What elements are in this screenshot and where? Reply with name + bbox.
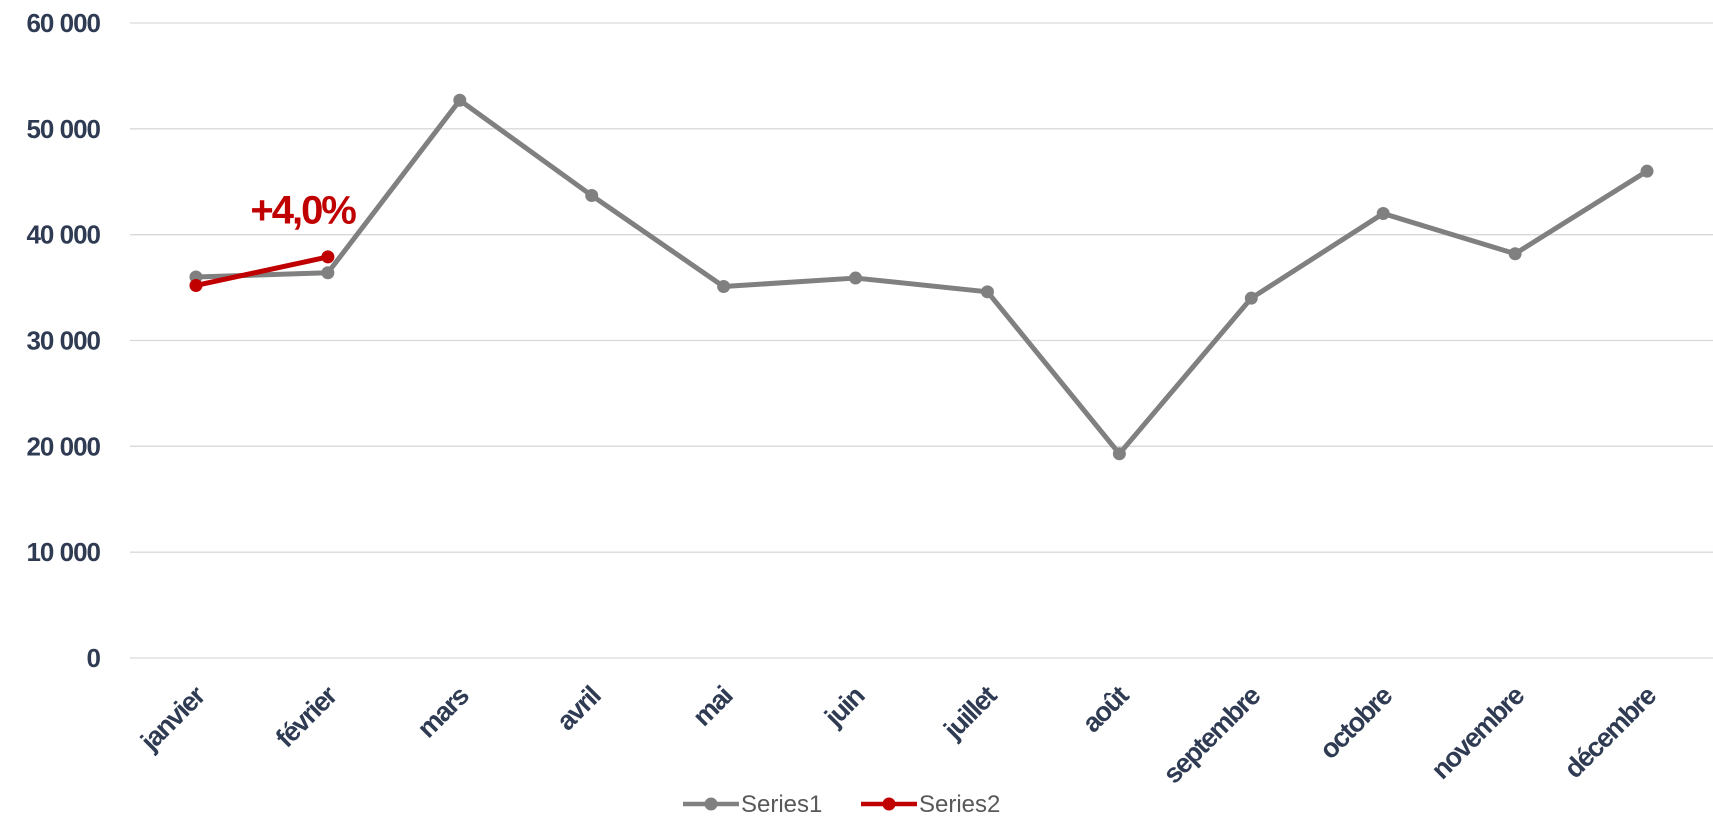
data-point (1508, 247, 1522, 261)
data-point (1640, 164, 1654, 178)
legend: Series1 Series2 (683, 791, 1000, 818)
y-tick-label: 40 000 (26, 220, 100, 250)
x-axis: janvier février mars avril mai juin juillet aoû… (134, 680, 1662, 790)
y-tick-label: 10 000 (26, 537, 100, 567)
data-point (453, 93, 467, 107)
x-tick-label: février (270, 680, 344, 754)
legend-item-series-2: Series2 (861, 791, 1000, 818)
data-point (321, 250, 335, 264)
y-tick-label: 60 000 (26, 8, 100, 38)
x-tick-label: novembre (1425, 680, 1530, 785)
x-tick-label: mai (687, 681, 738, 732)
x-tick-label: septembre (1157, 680, 1266, 789)
data-point (189, 278, 203, 292)
series-layer (189, 93, 1654, 461)
data-point (1376, 207, 1390, 220)
y-tick-label: 0 (87, 643, 101, 673)
annotation-label: +4,0% (250, 189, 356, 233)
x-tick-label: janvier (134, 680, 211, 757)
x-tick-label: avril (551, 681, 606, 736)
data-point (1112, 447, 1126, 461)
y-tick-label: 50 000 (26, 114, 100, 144)
data-point (717, 280, 731, 294)
annotations: +4,0% (250, 189, 358, 233)
x-tick-label: août (1076, 680, 1134, 738)
series-1 (189, 93, 1654, 461)
x-tick-label: mars (411, 681, 474, 744)
y-tick-label: 20 000 (26, 431, 100, 461)
series-line (193, 254, 331, 288)
series-2 (189, 250, 335, 292)
legend-label: Series2 (919, 791, 1000, 818)
y-tick-label: 30 000 (26, 326, 100, 356)
data-point (321, 266, 335, 280)
legend-item-series-1: Series1 (683, 791, 822, 818)
x-tick-label: juillet (937, 680, 1002, 745)
x-tick-label: juin (818, 681, 870, 733)
y-axis: 0 10 000 20 000 30 000 40 000 50 000 60 000 (26, 8, 101, 673)
x-tick-label: octobre (1314, 680, 1399, 765)
gridlines (130, 22, 1713, 659)
legend-marker (882, 797, 896, 811)
x-tick-label: décembre (1558, 680, 1662, 784)
legend-label: Series1 (741, 791, 822, 818)
data-point (849, 271, 863, 285)
data-point (980, 285, 994, 299)
data-point (585, 189, 599, 203)
data-point (1244, 291, 1258, 305)
legend-marker (704, 797, 718, 811)
series-line (193, 97, 1650, 457)
